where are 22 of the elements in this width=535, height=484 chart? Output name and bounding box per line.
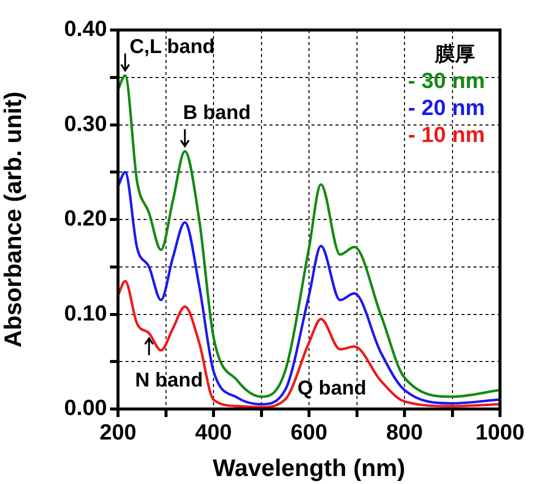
- x-axis-title: Wavelength (nm): [212, 455, 406, 482]
- x-tick-label: 600: [290, 419, 328, 444]
- text: - 30 nm: [408, 68, 485, 94]
- x-tick-label: 200: [100, 419, 136, 444]
- text: - 20 nm: [408, 95, 485, 120]
- line-series: [118, 74, 500, 398]
- x-tick-label: 1000: [476, 419, 524, 444]
- y-axis-title: Absorbance (arb. unit): [0, 91, 28, 348]
- text: - 10 nm: [408, 122, 485, 148]
- x-tick-label: 800: [386, 419, 423, 444]
- annotation: C,L band: [130, 36, 215, 58]
- y-tick-label: 0.20: [64, 206, 107, 231]
- y-tick-label: 0.00: [64, 395, 107, 420]
- annotation: N band: [135, 370, 203, 392]
- line-series: [118, 280, 500, 408]
- y-tick-label: 0.30: [64, 110, 107, 136]
- y-tick-label: 0.40: [64, 16, 107, 42]
- x-tick-label: 400: [195, 419, 232, 444]
- y-tick-label: 0.10: [64, 300, 107, 326]
- annotation: B band: [182, 102, 251, 124]
- line-series: [118, 170, 500, 406]
- legend-title: 膜厚: [434, 44, 475, 66]
